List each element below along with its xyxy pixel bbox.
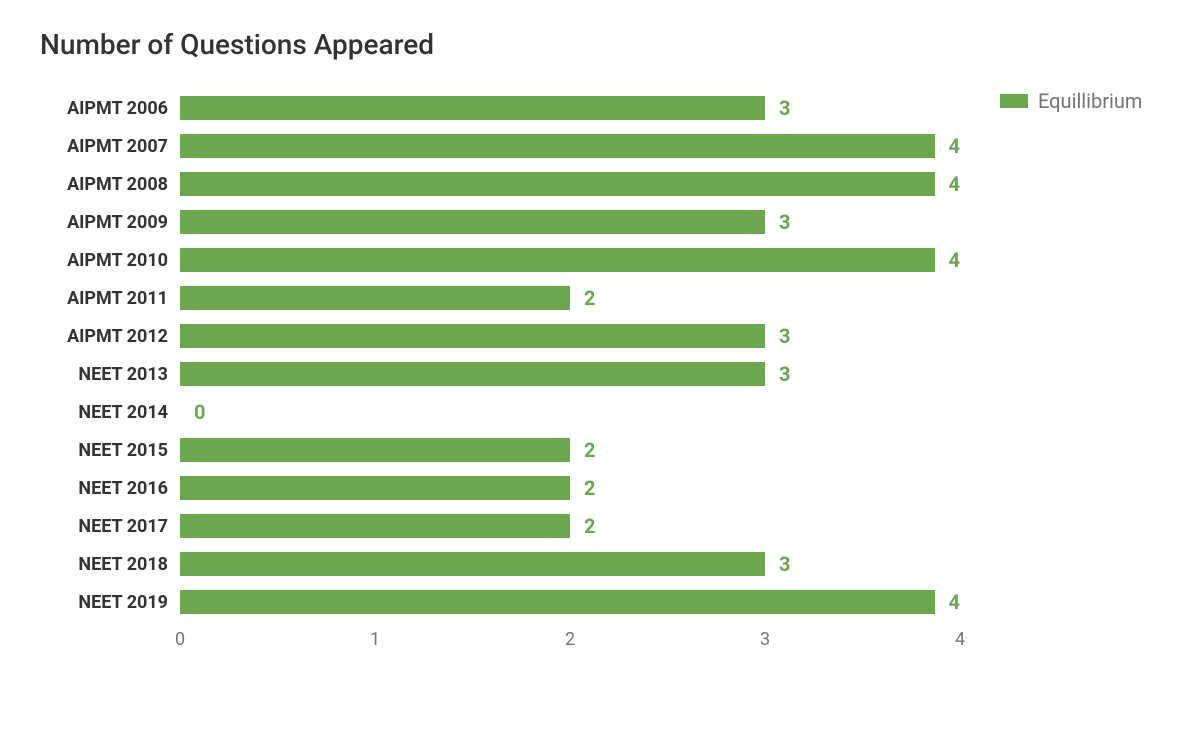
chart-title: Number of Questions Appeared	[40, 28, 1160, 61]
bar-track: 2	[180, 476, 960, 500]
bar-row: AIPMT 2010 4	[40, 241, 960, 279]
bar	[180, 476, 570, 500]
bar-track: 2	[180, 286, 960, 310]
bar-row: AIPMT 2009 3	[40, 203, 960, 241]
bar-row: AIPMT 2007 4	[40, 127, 960, 165]
legend: Equillibrium	[960, 89, 1160, 659]
bar-row: AIPMT 2006 3	[40, 89, 960, 127]
x-tick: 3	[760, 629, 770, 650]
value-label: 0	[194, 400, 205, 424]
bar-row: AIPMT 2012 3	[40, 317, 960, 355]
value-label: 4	[949, 590, 960, 614]
bar-track: 4	[180, 134, 960, 158]
x-axis: 01234	[40, 629, 960, 659]
category-label: NEET 2016	[40, 478, 180, 499]
legend-swatch	[1000, 94, 1028, 108]
category-label: NEET 2019	[40, 592, 180, 613]
x-tick: 4	[955, 629, 965, 650]
bar	[180, 172, 935, 196]
bar	[180, 210, 765, 234]
bar-track: 4	[180, 172, 960, 196]
bar	[180, 552, 765, 576]
legend-label: Equillibrium	[1038, 89, 1142, 113]
bar-track: 3	[180, 552, 960, 576]
category-label: NEET 2013	[40, 364, 180, 385]
legend-item: Equillibrium	[1000, 89, 1160, 113]
bar-track: 2	[180, 438, 960, 462]
value-label: 2	[584, 286, 595, 310]
bar-row: NEET 2018 3	[40, 545, 960, 583]
bar	[180, 590, 935, 614]
value-label: 2	[584, 514, 595, 538]
chart-body: AIPMT 20063AIPMT 20074AIPMT 20084AIPMT 2…	[40, 89, 1160, 659]
category-label: NEET 2015	[40, 440, 180, 461]
value-label: 4	[949, 248, 960, 272]
bar-track: 2	[180, 514, 960, 538]
x-tick: 1	[370, 629, 380, 650]
value-label: 4	[949, 172, 960, 196]
category-label: AIPMT 2011	[40, 288, 180, 309]
bar-row: NEET 2015 2	[40, 431, 960, 469]
bar	[180, 96, 765, 120]
x-axis-ticks: 01234	[180, 629, 960, 659]
bar-row: NEET 2016 2	[40, 469, 960, 507]
bar-row: AIPMT 2008 4	[40, 165, 960, 203]
bar	[180, 438, 570, 462]
x-tick: 0	[175, 629, 185, 650]
category-label: NEET 2014	[40, 402, 180, 423]
value-label: 4	[949, 134, 960, 158]
category-label: AIPMT 2010	[40, 250, 180, 271]
bar-track: 3	[180, 210, 960, 234]
bar-track: 0	[180, 400, 960, 424]
value-label: 3	[779, 210, 790, 234]
category-label: AIPMT 2006	[40, 98, 180, 119]
bar-track: 4	[180, 590, 960, 614]
bar-row: NEET 2014 0	[40, 393, 960, 431]
bar	[180, 134, 935, 158]
category-label: NEET 2017	[40, 516, 180, 537]
category-label: NEET 2018	[40, 554, 180, 575]
bar-row: NEET 2019 4	[40, 583, 960, 621]
category-label: AIPMT 2008	[40, 174, 180, 195]
bar	[180, 362, 765, 386]
bar	[180, 248, 935, 272]
x-tick: 2	[565, 629, 575, 650]
chart-container: Number of Questions Appeared AIPMT 2006 3…	[0, 0, 1200, 679]
category-label: AIPMT 2012	[40, 326, 180, 347]
value-label: 2	[584, 438, 595, 462]
value-label: 3	[779, 96, 790, 120]
bar-track: 3	[180, 96, 960, 120]
bar-track: 3	[180, 362, 960, 386]
value-label: 3	[779, 552, 790, 576]
bar-row: NEET 2013 3	[40, 355, 960, 393]
category-label: AIPMT 2007	[40, 136, 180, 157]
bar	[180, 286, 570, 310]
bars-area: AIPMT 20063AIPMT 20074AIPMT 20084AIPMT 2…	[40, 89, 960, 659]
value-label: 3	[779, 362, 790, 386]
bar-track: 3	[180, 324, 960, 348]
value-label: 2	[584, 476, 595, 500]
category-label: AIPMT 2009	[40, 212, 180, 233]
value-label: 3	[779, 324, 790, 348]
bar-row: AIPMT 2011 2	[40, 279, 960, 317]
bar	[180, 514, 570, 538]
bar	[180, 324, 765, 348]
bar-row: NEET 2017 2	[40, 507, 960, 545]
bar-track: 4	[180, 248, 960, 272]
